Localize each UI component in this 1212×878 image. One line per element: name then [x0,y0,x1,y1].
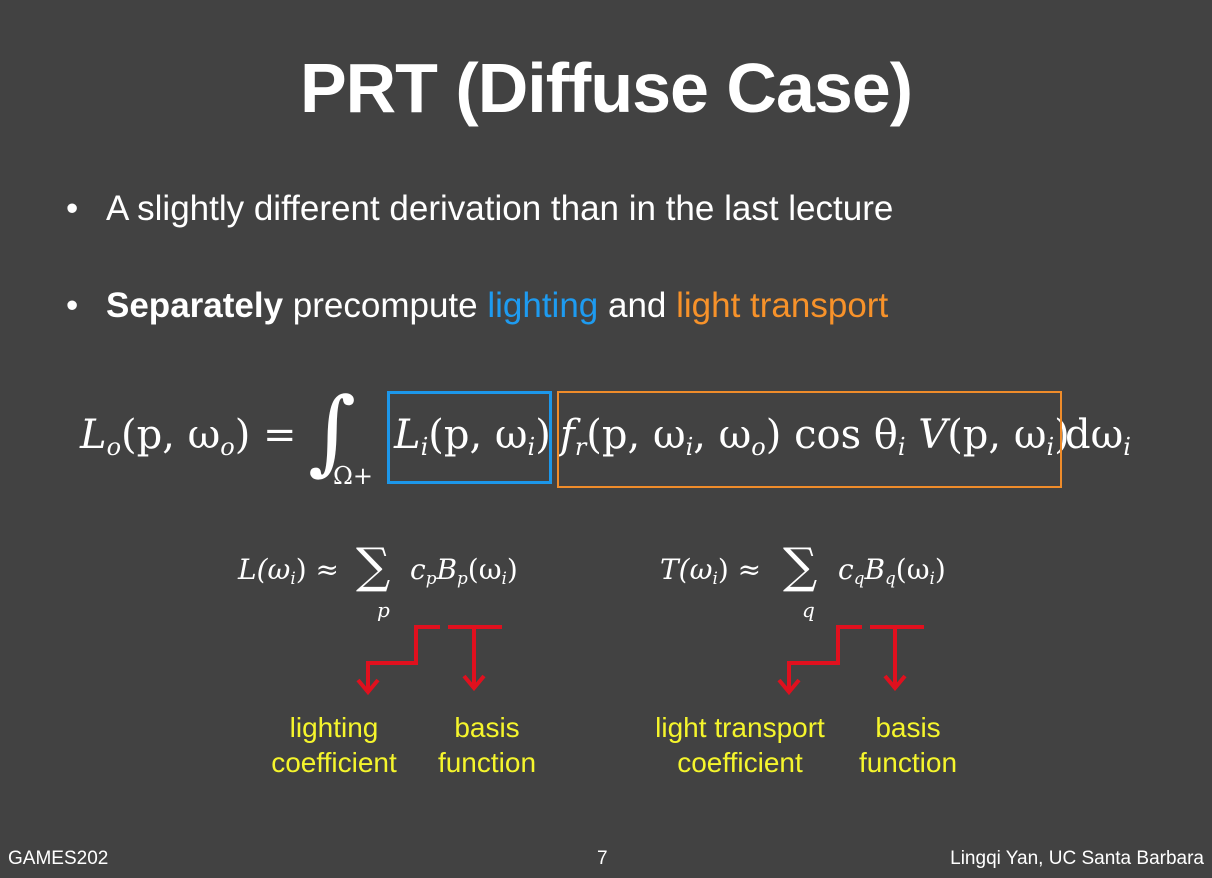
bullet-text: and [598,286,677,325]
transport-expansion: T(ωi) ≈ [660,553,762,589]
footer-course: GAMES202 [8,848,109,869]
sum-index: q [802,598,815,622]
integral-domain: Ω+ [333,462,374,490]
arrow-transport-coefficient [787,625,862,690]
label-basis-function-left: basis function [437,712,537,778]
bullet-dot: • [66,286,79,325]
label-lighting-coefficient: lighting coefficient [271,712,397,778]
sum-index: p [377,598,390,622]
lighting-highlight: lighting [487,286,599,325]
bullet-text: precompute [283,286,488,325]
arrow-basis-left-head [462,674,486,692]
transport-expansion-terms: cqBq(ωi) [838,553,946,589]
integral-sign: ∫ [308,378,356,485]
light-transport-highlight: light transport [676,286,889,325]
bullet-text: A slightly different derivation than in … [106,189,894,228]
equation-lhs: Lo(p, ωo) = [80,412,297,462]
bullet-dot: • [66,189,79,228]
arrow-lighting-coefficient [366,625,440,690]
bullet-bold-text: Separately [106,286,284,325]
label-transport-coefficient: light transport coefficient [655,712,825,778]
transport-term: fr(p, ωi, ωo) cos θi V(p, ωi) [560,412,1070,462]
lighting-box [387,391,552,484]
arrow-lighting-coefficient-head [356,678,380,696]
light-transport-box [557,391,1062,488]
footer-author: Lingqi Yan, UC Santa Barbara [950,848,1204,869]
integration-measure: dωi [1065,412,1131,462]
bullet-separately: • Separately precompute lighting and ligh… [66,286,888,326]
lighting-expansion-terms: cpBp(ωi) [410,553,518,589]
sum-sign: ∑ [783,538,818,594]
page-number: 7 [597,848,608,869]
slide-title: PRT (Diffuse Case) [299,49,913,127]
bullet-derivation: • A slightly different derivation than in… [66,189,893,229]
sum-sign: ∑ [356,538,391,594]
label-basis-function-right: basis function [858,712,958,778]
arrow-basis-right-head [883,674,907,692]
lighting-term: Li(p, ωi) [394,412,551,462]
lighting-expansion: L(ωi) ≈ [238,553,340,589]
arrow-transport-coefficient-head [777,678,801,696]
